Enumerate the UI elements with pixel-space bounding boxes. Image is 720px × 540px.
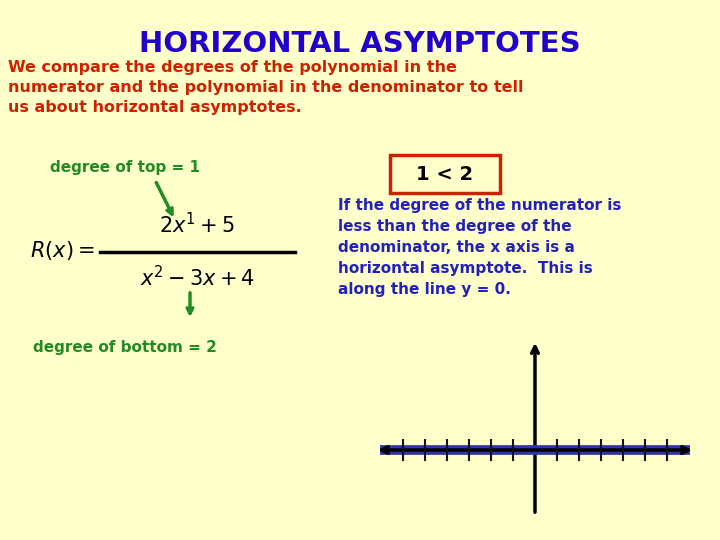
Text: 1 < 2: 1 < 2 bbox=[416, 165, 474, 184]
Bar bbox=[390, 155, 500, 193]
Text: degree of top = 1: degree of top = 1 bbox=[50, 160, 200, 175]
Text: $x^2-3x+4$: $x^2-3x+4$ bbox=[140, 265, 254, 291]
Text: degree of bottom = 2: degree of bottom = 2 bbox=[33, 340, 217, 355]
Text: If the degree of the numerator is
less than the degree of the
denominator, the x: If the degree of the numerator is less t… bbox=[338, 198, 621, 297]
Text: $2x^1+5$: $2x^1+5$ bbox=[159, 212, 235, 238]
Text: HORIZONTAL ASYMPTOTES: HORIZONTAL ASYMPTOTES bbox=[139, 30, 581, 58]
Text: $R(x){=}$: $R(x){=}$ bbox=[30, 239, 94, 261]
Text: We compare the degrees of the polynomial in the
numerator and the polynomial in : We compare the degrees of the polynomial… bbox=[8, 60, 523, 114]
